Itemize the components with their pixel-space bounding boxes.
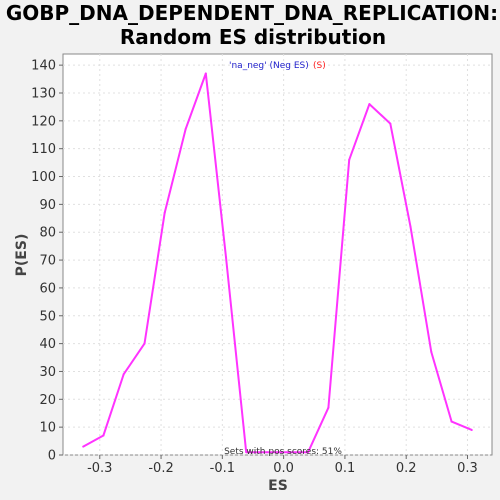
data-point: [307, 451, 310, 454]
x-tick-label: 0.0: [273, 461, 294, 476]
legend-blue-text: 'na_neg' (Neg ES): [229, 61, 309, 71]
axis-ticks: 0 10 20 30 40 50 60 70 80 90 100 110 120 130 140 -0.3 -0…: [31, 59, 478, 476]
data-point: [368, 103, 371, 106]
x-tick-label: -0.2: [148, 461, 173, 476]
x-tick-label: 0.3: [457, 461, 478, 476]
data-point: [266, 451, 269, 454]
y-tick-label: 40: [39, 337, 56, 352]
data-point: [82, 445, 85, 448]
y-tick-label: 100: [31, 170, 56, 185]
x-tick-label: 0.1: [335, 461, 356, 476]
data-point: [143, 342, 146, 345]
y-tick-label: 110: [31, 142, 56, 157]
data-point: [450, 420, 453, 423]
data-point: [286, 451, 289, 454]
data-point: [245, 451, 248, 454]
y-tick-label: 20: [39, 393, 56, 408]
data-point: [470, 428, 473, 431]
data-point: [163, 211, 166, 214]
y-tick-label: 140: [31, 59, 56, 74]
data-point: [348, 158, 351, 161]
x-axis-label: ES: [268, 478, 288, 494]
data-point: [327, 406, 330, 409]
y-tick-label: 10: [39, 421, 56, 436]
y-tick-label: 130: [31, 86, 56, 101]
x-tick-label: 0.2: [396, 461, 417, 476]
data-point: [430, 350, 433, 353]
y-tick-label: 30: [39, 365, 56, 380]
bottom-annotation: Sets with pos scores: 51%: [224, 447, 342, 457]
legend-red-text: (S): [313, 61, 326, 71]
data-point: [204, 72, 207, 75]
data-point: [225, 256, 228, 259]
y-tick-label: 90: [39, 198, 56, 213]
data-point: [102, 434, 105, 437]
y-tick-label: 120: [31, 114, 56, 129]
chart-title-line2: Random ES distribution: [120, 25, 386, 49]
data-point: [389, 122, 392, 125]
y-tick-label: 60: [39, 281, 56, 296]
y-tick-label: 50: [39, 309, 56, 324]
data-point: [184, 128, 187, 131]
x-tick-label: -0.3: [87, 461, 112, 476]
y-tick-label: 70: [39, 254, 56, 269]
grid: [63, 54, 492, 456]
data-point: [122, 373, 125, 376]
y-tick-label: 80: [39, 226, 56, 241]
data-point: [409, 225, 412, 228]
plot-area: [62, 53, 493, 456]
series-line: [82, 72, 473, 454]
y-tick-label: 0: [48, 449, 56, 464]
chart-title-line1: GOBP_DNA_DEPENDENT_DNA_REPLICATION:: [6, 1, 498, 25]
x-tick-label: -0.1: [210, 461, 235, 476]
series: [82, 72, 473, 454]
y-axis-label: P(ES): [14, 234, 30, 277]
